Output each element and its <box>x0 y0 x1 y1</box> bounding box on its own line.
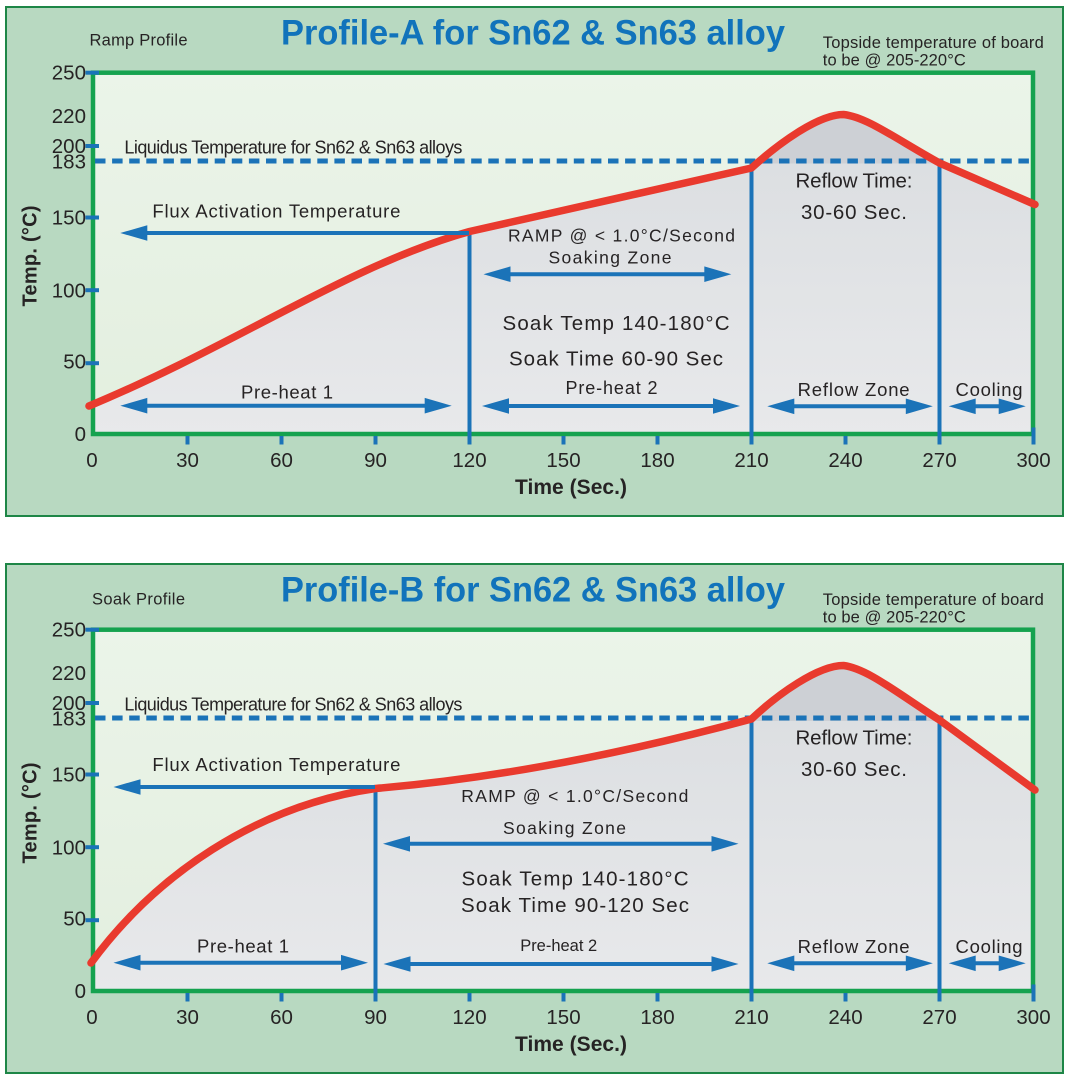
svg-text:Soak Time 90-120 Sec: Soak Time 90-120 Sec <box>461 894 689 917</box>
svg-text:Profile-B for Sn62 & Sn63 allo: Profile-B for Sn62 & Sn63 alloy <box>281 571 786 610</box>
svg-text:Topside temperature of board: Topside temperature of board <box>823 34 1044 52</box>
svg-text:Ramp Profile: Ramp Profile <box>90 31 188 49</box>
svg-text:Cooling: Cooling <box>956 936 1023 957</box>
svg-text:270: 270 <box>922 449 956 472</box>
svg-text:100: 100 <box>52 837 86 860</box>
svg-text:210: 210 <box>734 449 768 472</box>
svg-text:200: 200 <box>52 692 86 715</box>
svg-text:Liquidus Temperature for Sn62: Liquidus Temperature for Sn62 & Sn63 all… <box>124 137 462 157</box>
svg-text:30: 30 <box>176 449 199 472</box>
svg-text:to be @ 205-220°C: to be @ 205-220°C <box>823 52 966 70</box>
svg-text:Pre-heat 1: Pre-heat 1 <box>197 936 289 957</box>
svg-text:Pre-heat 1: Pre-heat 1 <box>241 382 333 403</box>
svg-text:Reflow Zone: Reflow Zone <box>798 379 910 400</box>
svg-text:Flux Activation Temperature: Flux Activation Temperature <box>152 201 400 222</box>
svg-text:60: 60 <box>270 449 293 472</box>
svg-text:RAMP @ < 1.0°C/Second: RAMP @ < 1.0°C/Second <box>508 226 735 246</box>
svg-text:Soak Profile: Soak Profile <box>92 591 185 609</box>
svg-text:60: 60 <box>270 1006 293 1029</box>
svg-text:Time (Sec.): Time (Sec.) <box>515 476 627 499</box>
svg-text:Soak Temp 140-180°C: Soak Temp 140-180°C <box>503 312 730 335</box>
svg-text:50: 50 <box>63 351 86 374</box>
svg-text:300: 300 <box>1016 449 1050 472</box>
svg-text:Cooling: Cooling <box>956 379 1023 400</box>
svg-text:Soaking Zone: Soaking Zone <box>503 818 626 838</box>
svg-text:Soaking Zone: Soaking Zone <box>549 247 672 267</box>
svg-text:300: 300 <box>1016 1006 1050 1029</box>
svg-text:Soak Time 60-90 Sec: Soak Time 60-90 Sec <box>509 347 723 370</box>
svg-text:210: 210 <box>734 1006 768 1029</box>
svg-text:0: 0 <box>86 1006 97 1029</box>
svg-text:30: 30 <box>176 1006 199 1029</box>
svg-text:100: 100 <box>52 280 86 303</box>
svg-text:Liquidus Temperature for Sn62: Liquidus Temperature for Sn62 & Sn63 all… <box>124 694 462 714</box>
svg-text:Soak Temp 140-180°C: Soak Temp 140-180°C <box>462 867 689 890</box>
svg-text:0: 0 <box>86 449 97 472</box>
svg-text:150: 150 <box>52 207 86 230</box>
svg-text:240: 240 <box>828 449 862 472</box>
svg-text:Reflow Time:: Reflow Time: <box>796 169 913 192</box>
svg-text:50: 50 <box>63 908 86 931</box>
svg-text:Reflow Zone: Reflow Zone <box>798 936 910 957</box>
svg-text:30-60 Sec.: 30-60 Sec. <box>801 758 907 781</box>
svg-text:150: 150 <box>546 449 580 472</box>
svg-text:150: 150 <box>52 764 86 787</box>
svg-text:150: 150 <box>546 1006 580 1029</box>
svg-text:183: 183 <box>52 708 86 731</box>
svg-text:Temp. (°C): Temp. (°C) <box>20 206 42 307</box>
svg-text:120: 120 <box>452 1006 486 1029</box>
svg-text:Profile-A for Sn62 & Sn63 allo: Profile-A for Sn62 & Sn63 alloy <box>281 14 786 53</box>
svg-text:240: 240 <box>828 1006 862 1029</box>
svg-text:90: 90 <box>364 449 387 472</box>
svg-text:180: 180 <box>640 1006 674 1029</box>
svg-text:250: 250 <box>52 619 86 642</box>
svg-text:RAMP @ < 1.0°C/Second: RAMP @ < 1.0°C/Second <box>461 786 688 806</box>
svg-text:90: 90 <box>364 1006 387 1029</box>
svg-text:200: 200 <box>52 135 86 158</box>
svg-text:0: 0 <box>75 423 86 446</box>
svg-text:Temp. (°C): Temp. (°C) <box>20 763 42 864</box>
svg-text:220: 220 <box>52 662 86 685</box>
svg-text:0: 0 <box>75 980 86 1003</box>
svg-text:250: 250 <box>52 62 86 85</box>
svg-text:120: 120 <box>452 449 486 472</box>
svg-text:Flux Activation Temperature: Flux Activation Temperature <box>152 754 400 775</box>
svg-text:Pre-heat 2: Pre-heat 2 <box>566 378 658 398</box>
svg-text:183: 183 <box>52 151 86 174</box>
svg-text:270: 270 <box>922 1006 956 1029</box>
svg-text:30-60 Sec.: 30-60 Sec. <box>801 201 907 224</box>
svg-text:Reflow Time:: Reflow Time: <box>796 726 913 749</box>
svg-text:Pre-heat 2: Pre-heat 2 <box>520 937 597 955</box>
svg-text:180: 180 <box>640 449 674 472</box>
svg-text:220: 220 <box>52 105 86 128</box>
svg-text:Time (Sec.): Time (Sec.) <box>515 1033 627 1056</box>
svg-text:to be @ 205-220°C: to be @ 205-220°C <box>823 609 966 627</box>
svg-text:Topside temperature of board: Topside temperature of board <box>823 591 1044 609</box>
